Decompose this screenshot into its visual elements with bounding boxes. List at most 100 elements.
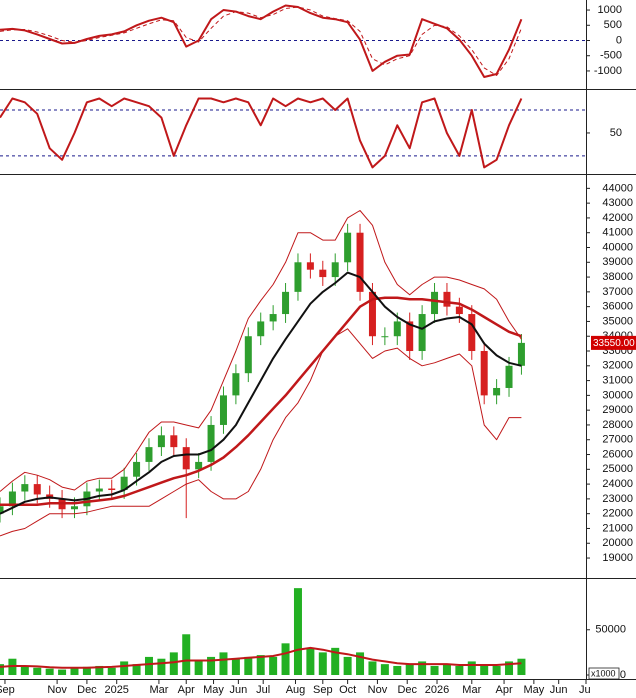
volume-bar xyxy=(455,665,464,675)
candle-body xyxy=(368,291,376,337)
candle-body xyxy=(207,424,215,462)
volume-bar xyxy=(194,661,203,675)
y-tick-label: 28000 xyxy=(602,419,633,431)
candle-body xyxy=(331,262,339,278)
line xyxy=(0,646,522,669)
last-price-label: 33550.00 xyxy=(593,338,635,349)
candle-body xyxy=(443,291,451,307)
volume-bar xyxy=(256,655,265,675)
y-tick-label: 0 xyxy=(620,669,626,681)
candle-body xyxy=(219,395,227,425)
volume-bar xyxy=(505,661,514,675)
candle-body xyxy=(145,447,153,462)
candle-body xyxy=(319,269,327,278)
y-tick-label: 26000 xyxy=(602,448,633,460)
y-tick-label: 23000 xyxy=(602,493,633,505)
volume-bar xyxy=(356,652,365,675)
candle-body xyxy=(306,262,314,270)
x-tick-label: Mar xyxy=(149,684,168,696)
candle-body xyxy=(431,291,439,315)
volume-bar xyxy=(380,664,389,675)
candle-body xyxy=(493,387,501,396)
volume-bar xyxy=(293,588,302,675)
y-tick-label: 41000 xyxy=(602,227,633,239)
volume-bar xyxy=(467,661,476,675)
volume-bar xyxy=(95,665,104,675)
candle-body xyxy=(21,484,29,492)
y-tick-label: 21000 xyxy=(602,522,633,534)
y-tick-label: 25000 xyxy=(602,463,633,475)
candle-body xyxy=(133,461,141,477)
y-tick-label: 19000 xyxy=(602,552,633,564)
candle-body xyxy=(70,506,78,510)
candle-body xyxy=(269,314,277,322)
volume-bar xyxy=(33,667,42,675)
candle-body xyxy=(120,476,128,491)
volume-bar xyxy=(132,664,141,675)
candle-body xyxy=(517,342,525,366)
y-tick-label: 0 xyxy=(616,34,622,46)
unit-box xyxy=(588,667,620,680)
y-tick-label: 22000 xyxy=(602,508,633,520)
candle-body xyxy=(108,488,116,491)
volume-bar xyxy=(0,664,4,675)
x-tick-label: Jul xyxy=(579,684,593,696)
frame xyxy=(0,0,636,680)
line xyxy=(0,6,522,76)
x-tick-label: 2026 xyxy=(425,684,449,696)
line xyxy=(0,328,522,537)
x-axis-labels: Sep Nov Dec 2025 Mar Apr May Jun Jul Aug Sep Oct Nov… xyxy=(0,684,593,696)
volume-bar xyxy=(368,661,377,675)
y-tick-label: 43000 xyxy=(602,197,633,209)
y-tick-label: 35000 xyxy=(602,315,633,327)
volume-bar xyxy=(442,664,451,675)
volume-bar xyxy=(70,667,79,675)
x-tick-label: Nov xyxy=(368,684,388,696)
candle-body xyxy=(182,447,190,470)
candle-body xyxy=(418,314,426,352)
x-tick-label: Apr xyxy=(178,684,195,696)
x-tick-label: Aug xyxy=(286,684,306,696)
y-tick-label: 38000 xyxy=(602,271,633,283)
line xyxy=(0,271,522,515)
line xyxy=(0,4,523,78)
x-tick-label: Jul xyxy=(256,684,270,696)
candle-body xyxy=(33,484,41,495)
x-tick-label: Oct xyxy=(339,684,356,696)
y-tick-label: 24000 xyxy=(602,478,633,490)
x-tick-label: May xyxy=(203,684,224,696)
volume-bar xyxy=(331,647,340,675)
volume-bar xyxy=(418,661,427,675)
volume-bar xyxy=(120,661,129,675)
volume-bar xyxy=(45,668,54,675)
candle-body xyxy=(8,491,16,507)
volume-bar xyxy=(393,665,402,675)
candle-body xyxy=(505,365,513,388)
volume-bar xyxy=(20,665,29,675)
volume-bar xyxy=(343,656,352,675)
candle-body xyxy=(393,321,401,337)
x-tick-label: Jun xyxy=(550,684,568,696)
volume-bar xyxy=(517,658,526,675)
volume-bar xyxy=(207,656,216,675)
volume-bar xyxy=(219,652,228,675)
candle-body xyxy=(244,336,252,374)
line xyxy=(0,97,523,169)
volume-bar xyxy=(269,656,278,675)
y-tick-label: 42000 xyxy=(602,212,633,224)
volume-bar xyxy=(480,664,489,675)
y-tick-label: 50000 xyxy=(595,624,626,636)
volume-bar xyxy=(82,666,91,675)
volume-bar xyxy=(107,667,116,675)
x-tick-label: Dec xyxy=(77,684,97,696)
y-tick-label: 39000 xyxy=(602,256,633,268)
line xyxy=(0,210,522,492)
y-tick-label: 50 xyxy=(610,127,622,139)
unit-label: x1000 xyxy=(591,668,616,678)
x-tick-label: 2025 xyxy=(104,684,128,696)
y-tick-label: 20000 xyxy=(602,537,633,549)
volume-bar xyxy=(58,669,67,675)
candle-body xyxy=(356,232,364,292)
volume-bar xyxy=(318,652,327,675)
